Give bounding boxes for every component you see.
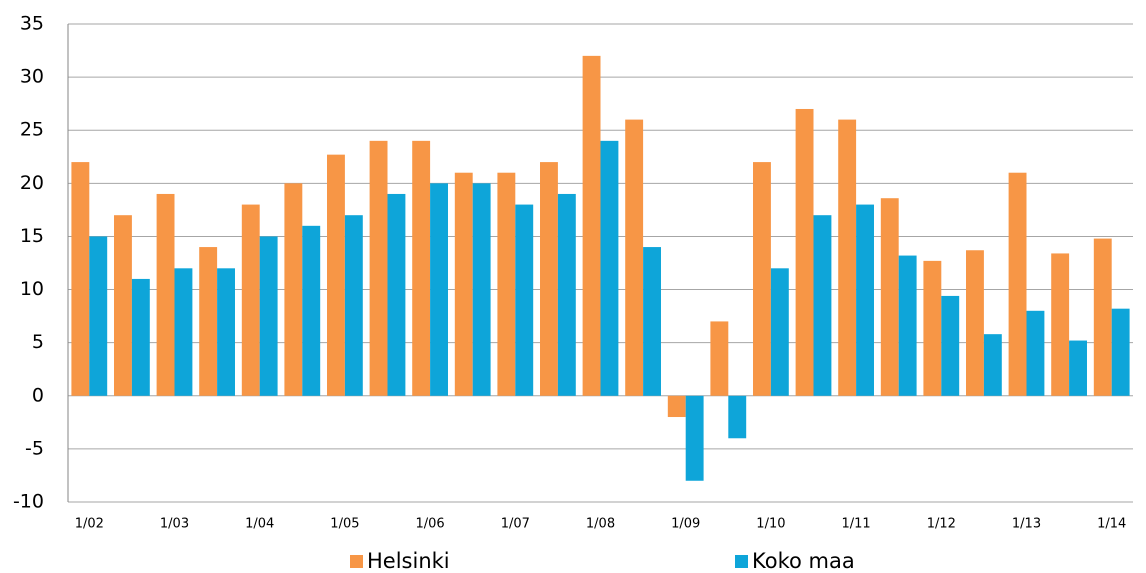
x-tick-label: 1/04 [245,517,274,532]
bar [302,225,321,396]
y-tick-label: 25 [20,119,44,141]
bar [1026,310,1045,396]
y-tick-label: 30 [20,66,44,88]
legend-swatch [350,555,363,568]
bar [454,172,473,396]
bar [430,183,448,396]
x-tick-label: 1/10 [756,517,785,532]
bar [753,162,771,396]
bar [241,204,260,396]
bar [71,162,90,396]
bar [284,183,303,396]
x-tick-label: 1/03 [160,517,189,532]
x-tick-label: 1/11 [841,517,870,532]
legend-swatch [735,555,748,568]
y-tick-label: 10 [20,278,44,300]
bar [217,268,235,396]
bar [923,260,942,396]
bar [515,204,534,396]
bar [966,250,984,396]
bar [880,198,899,396]
bar [625,119,644,396]
bar [89,236,108,396]
bar [898,255,917,396]
legend-label: Koko maa [752,549,855,573]
bar [114,215,132,396]
bar [1051,253,1070,396]
bar [156,193,175,396]
bar [344,215,363,396]
bar [327,154,345,396]
x-tick-label: 1/13 [1012,517,1041,532]
x-tick-label: 1/08 [586,517,615,532]
bar [1093,238,1112,396]
bar [685,395,704,481]
x-tick-label: 1/09 [671,517,700,532]
x-tick-label: 1/05 [330,517,359,532]
x-tick-label: 1/02 [75,517,104,532]
bar [770,268,789,396]
bar [174,268,193,396]
bar [540,162,558,396]
bar [838,119,857,396]
x-tick-label: 1/12 [927,517,956,532]
bar [582,55,601,396]
bar [983,334,1002,396]
bar [412,140,431,396]
bar [600,140,619,396]
bar [643,247,661,396]
x-tick-label: 1/14 [1097,517,1126,532]
bar [1111,308,1130,396]
bar [728,395,747,439]
y-tick-label: 20 [20,172,44,194]
bar [813,215,832,396]
y-tick-label: -5 [25,437,44,459]
y-tick-label: 15 [20,225,44,247]
legend-label: Helsinki [367,549,450,573]
bar [369,140,388,396]
bar [941,295,960,396]
y-tick-label: 0 [32,384,44,406]
bar [710,321,729,396]
bar [259,236,278,396]
x-tick-label: 1/07 [501,517,530,532]
bar [387,193,406,396]
bar [795,108,814,396]
y-tick-label: 35 [20,13,44,35]
bar [199,247,218,396]
bar [497,172,516,396]
bar [557,193,576,396]
y-tick-label: -10 [13,491,44,513]
bar [1008,172,1027,396]
x-tick-label: 1/06 [415,517,444,532]
y-tick-label: 5 [32,331,44,353]
bar [856,204,874,396]
bar [472,183,491,396]
bar [667,395,686,418]
bar [131,278,150,396]
bar [1069,340,1087,396]
